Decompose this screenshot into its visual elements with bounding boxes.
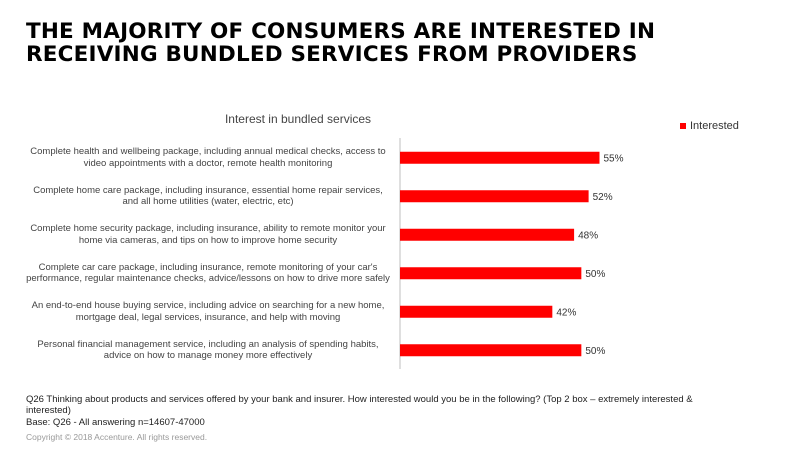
category-label: Complete home care package, including in… (33, 184, 383, 208)
bar (400, 190, 589, 203)
category-label: Complete home security package, includin… (30, 223, 386, 246)
data-label: 55% (603, 153, 623, 164)
bar (400, 344, 582, 357)
legend-label: Interested (690, 120, 739, 132)
data-label: 52% (593, 192, 613, 203)
bar (400, 228, 575, 241)
category-label: Complete car care package, including ins… (26, 261, 390, 285)
chart-title: Interest in bundled services (224, 112, 372, 126)
data-label: 50% (585, 346, 605, 357)
data-label: 48% (578, 230, 598, 241)
bar (400, 305, 553, 318)
bar (400, 267, 582, 280)
legend: Interested (680, 120, 739, 132)
data-label: 42% (556, 307, 576, 318)
copyright: Copyright © 2018 Accenture. All rights r… (26, 432, 208, 442)
headline: THE MAJORITY OF CONSUMERS ARE INTERESTED… (26, 19, 656, 67)
survey-question: Q26 Thinking about products and services… (26, 394, 693, 416)
category-label: Complete health and wellbeing package, i… (30, 146, 386, 169)
data-label: 50% (585, 269, 605, 280)
category-label: Personal financial management service, i… (37, 338, 379, 362)
bar (400, 151, 600, 164)
category-label: An end-to-end house buying service, incl… (31, 300, 385, 323)
legend-swatch (680, 123, 686, 129)
sample-base: Base: Q26 - All answering n=14607-47000 (26, 417, 205, 428)
